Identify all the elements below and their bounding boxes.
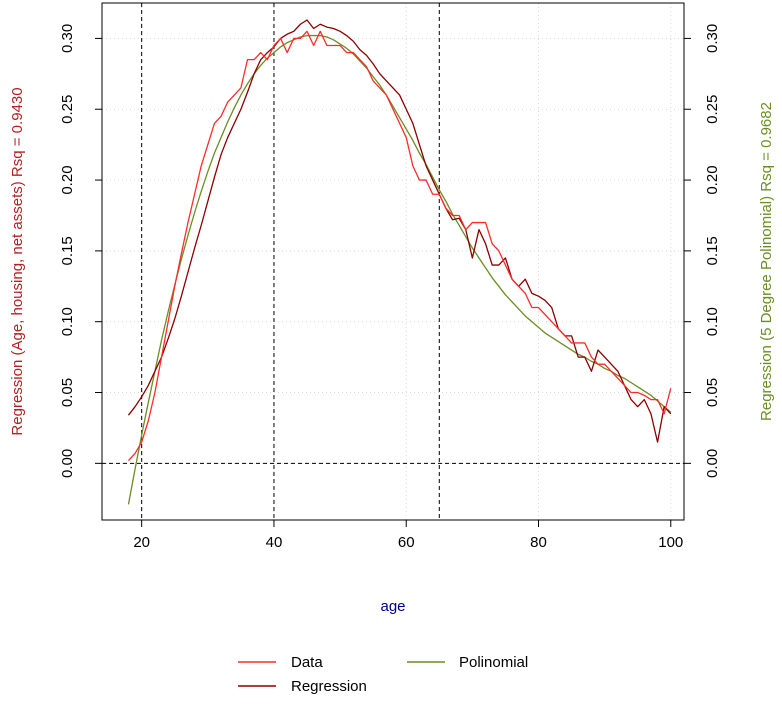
legend-label-polinomial: Polinomial [459,654,528,671]
x-tick-label: 100 [658,534,683,551]
right-y-tick-label: 0.15 [704,236,721,265]
series-line-data [127,30,672,461]
right-y-tick-label: 0.25 [704,95,721,124]
axes: 20 40 60 80 100 0.00 0.00 0.05 0.05 0.10 0.10 0.15 0… [59,24,721,551]
x-tick-label: 20 [133,534,150,551]
left-y-tick-label: 0.10 [59,307,76,336]
right-y-tick-label: 0.00 [704,449,721,478]
left-y-tick-label: 0.15 [59,236,76,265]
left-y-tick-label: 0.00 [59,449,76,478]
series-line-polinomial [127,34,672,505]
left-y-axis-title: Regression (Age, housing, net assets) Rs… [9,87,26,435]
series-lines [127,19,672,505]
x-tick-label: 60 [398,534,415,551]
legend: Data Regression Polinomial [238,654,528,695]
left-y-tick-label: 0.25 [59,95,76,124]
right-y-axis-title: Regression (5 Degree Polinomial) Rsq = 0… [758,102,775,421]
x-axis-title: age [380,598,405,615]
left-y-tick-label: 0.05 [59,378,76,407]
x-tick-label: 40 [266,534,283,551]
legend-label-regression: Regression [291,678,367,695]
right-y-tick-label: 0.30 [704,24,721,53]
plot-frame [101,2,685,521]
right-y-tick-label: 0.05 [704,378,721,407]
x-tick-label: 80 [530,534,547,551]
right-y-tick-label: 0.20 [704,165,721,194]
left-y-tick-label: 0.20 [59,165,76,194]
series-line-regression [127,19,672,443]
legend-label-data: Data [291,654,323,671]
right-y-tick-label: 0.10 [704,307,721,336]
grid-lines [102,3,684,520]
left-y-tick-label: 0.30 [59,24,76,53]
